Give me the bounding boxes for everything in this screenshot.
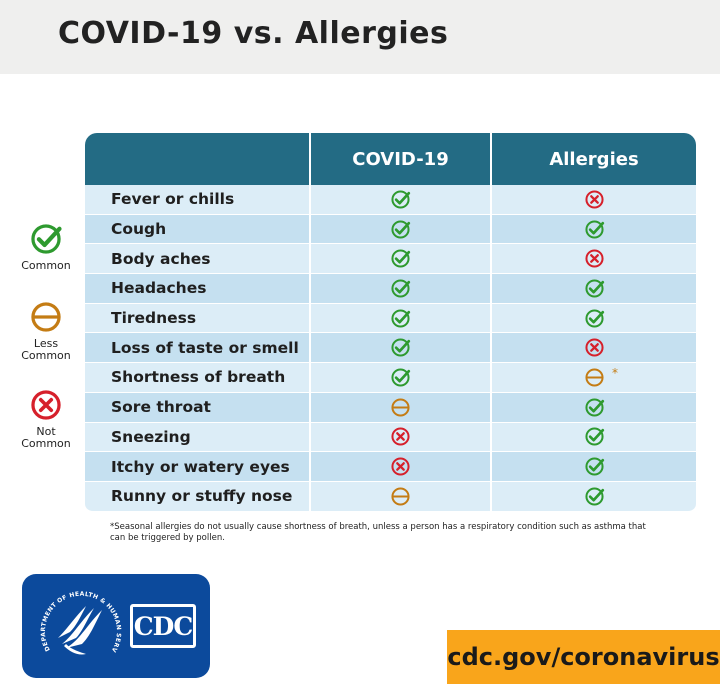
hhs-eagle-seal-icon: DEPARTMENT OF HEALTH & HUMAN SERVICES US… [36, 580, 122, 655]
covid-cell [309, 481, 490, 511]
covid-cell [309, 214, 490, 244]
check-circle-icon [391, 309, 411, 328]
url-link[interactable]: cdc.gov/coronavirus [447, 643, 720, 671]
table-row: Sore throat [85, 392, 696, 423]
minus-circle-icon [391, 398, 410, 417]
allergies-cell [490, 214, 696, 244]
column-header-allergies: Allergies [490, 133, 696, 185]
url-banner: cdc.gov/coronavirus [447, 630, 720, 684]
check-circle-icon [584, 219, 604, 239]
table-row: Headaches [85, 274, 696, 304]
symptom-label: Sneezing [111, 427, 191, 446]
covid-cell [309, 333, 490, 363]
covid-cell [309, 392, 490, 422]
symptom-label: Itchy or watery eyes [111, 457, 290, 476]
legend-item-common: Common [10, 222, 82, 272]
covid-cell [309, 422, 490, 452]
allergies-cell [490, 452, 696, 481]
allergies-cell [490, 274, 696, 303]
legend-label-line: Common [21, 259, 71, 272]
check-circle-icon [584, 398, 604, 417]
minus-circle-icon [31, 302, 61, 332]
column-header-symptom [85, 133, 309, 185]
table-row: Loss of taste or smell [85, 333, 696, 364]
check-circle-icon [31, 224, 62, 254]
legend-item-not-common: Not Common [10, 388, 82, 450]
check-circle-icon [391, 279, 411, 298]
column-header-covid: COVID-19 [309, 133, 490, 185]
allergies-cell [490, 244, 696, 274]
table-row: Fever or chills [85, 185, 696, 215]
x-circle-icon [31, 390, 61, 420]
table-header: COVID-19 Allergies [85, 133, 696, 185]
check-circle-icon [391, 190, 411, 209]
allergies-cell [490, 333, 696, 363]
check-circle-icon [584, 309, 604, 328]
legend-label-line: Common [21, 437, 71, 450]
symptom-label: Headaches [111, 279, 207, 298]
check-circle-icon [391, 338, 411, 357]
table-row: Shortness of breath * [85, 363, 696, 393]
symptom-label: Tiredness [111, 309, 197, 328]
symptom-label: Loss of taste or smell [111, 338, 299, 357]
covid-cell [309, 303, 490, 333]
check-circle-icon [584, 279, 604, 298]
title-bar: COVID-19 vs. Allergies [0, 0, 720, 74]
x-circle-icon [391, 427, 410, 446]
table-row: Cough [85, 214, 696, 245]
allergies-cell [490, 481, 696, 511]
footnote-asterisk: * [612, 366, 618, 381]
x-circle-icon [584, 249, 604, 268]
page-title: COVID-19 vs. Allergies [58, 16, 449, 51]
allergies-cell [490, 303, 696, 333]
symptom-comparison-table: COVID-19 Allergies Fever or chills Cough B… [85, 133, 696, 512]
legend-label-not-common: Not Common [10, 426, 82, 450]
legend-label-less-common: Less Common [10, 338, 82, 362]
cdc-logo: DEPARTMENT OF HEALTH & HUMAN SERVICES US… [22, 574, 210, 678]
symptom-label: Cough [111, 220, 167, 239]
check-circle-icon [391, 219, 411, 239]
table-row: Tiredness [85, 303, 696, 334]
allergies-cell [490, 422, 696, 452]
covid-cell [309, 363, 490, 392]
x-circle-icon [584, 190, 604, 209]
check-circle-icon [584, 487, 604, 506]
symptom-label: Sore throat [111, 398, 211, 417]
allergies-cell [490, 185, 696, 214]
covid-cell [309, 244, 490, 274]
x-circle-icon [584, 338, 604, 357]
check-circle-icon [584, 457, 604, 476]
table-row: Itchy or watery eyes [85, 452, 696, 482]
symptom-label: Fever or chills [111, 190, 235, 209]
table-row: Sneezing [85, 422, 696, 453]
legend-label-line: Not [36, 425, 56, 438]
x-circle-icon [391, 457, 410, 476]
table-body: Fever or chills Cough Body aches Headaches T… [85, 185, 696, 512]
legend-item-less-common: Less Common [10, 300, 82, 362]
legend-label-common: Common [10, 260, 82, 272]
covid-cell [309, 185, 490, 214]
minus-circle-icon [584, 368, 604, 387]
allergies-cell [490, 392, 696, 422]
legend-label-line: Common [21, 349, 71, 362]
footnote: *Seasonal allergies do not usually cause… [110, 522, 646, 543]
allergies-cell: * [490, 363, 696, 392]
check-circle-icon [391, 249, 411, 268]
cdc-wordmark-text: CDC [133, 611, 193, 641]
symptom-label: Body aches [111, 249, 211, 268]
covid-cell [309, 452, 490, 481]
table-row: Runny or stuffy nose [85, 481, 696, 512]
minus-circle-icon [391, 487, 410, 506]
covid-cell [309, 274, 490, 303]
symptom-label: Shortness of breath [111, 368, 286, 387]
legend-label-line: Less [33, 337, 59, 350]
symptom-label: Runny or stuffy nose [111, 487, 293, 506]
cdc-wordmark: CDC [130, 604, 196, 648]
check-circle-icon [391, 368, 411, 387]
table-row: Body aches [85, 244, 696, 275]
check-circle-icon [584, 427, 604, 446]
